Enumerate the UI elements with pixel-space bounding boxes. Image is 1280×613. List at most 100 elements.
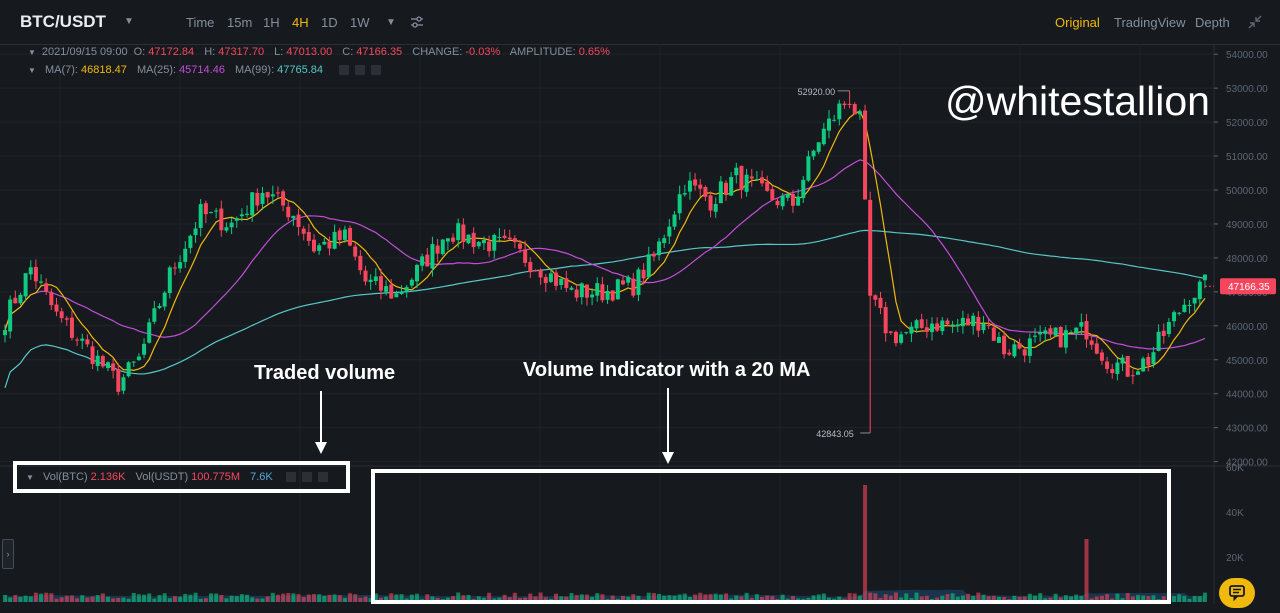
volume-bar (708, 594, 713, 602)
candle-body (435, 245, 440, 254)
collapse-icon[interactable] (1247, 14, 1263, 30)
volume-bar (507, 597, 512, 602)
volume-bar (579, 594, 584, 602)
gear-icon[interactable] (301, 472, 312, 483)
candle-body (23, 273, 28, 297)
candle-body (559, 278, 564, 285)
candle-body (981, 323, 986, 331)
candle-body (584, 284, 589, 298)
volume-bar (131, 592, 136, 602)
caret-down-icon[interactable]: ▼ (28, 48, 36, 57)
tab-1h[interactable]: 1H (263, 15, 280, 30)
candle-body (600, 284, 605, 301)
candle-body (971, 315, 976, 327)
candle-body (229, 222, 234, 228)
volume-bar (1105, 594, 1110, 602)
eye-icon[interactable] (285, 472, 296, 483)
candle-body (868, 199, 873, 296)
volume-bar (1125, 593, 1130, 602)
volume-bar (888, 595, 893, 602)
candle-body (420, 256, 425, 266)
volume-bar (528, 593, 533, 602)
ma99-label: MA(99): (235, 64, 275, 76)
volume-bar (554, 593, 559, 602)
volume-bar (976, 592, 981, 602)
candle-body (847, 103, 852, 105)
caret-down-icon[interactable]: ▼ (386, 17, 396, 28)
volume-bar (373, 593, 378, 602)
candle-body (471, 232, 476, 248)
candle-body (296, 214, 301, 228)
pair-title[interactable]: BTC/USDT (20, 12, 106, 31)
candle-body (796, 196, 801, 206)
volume-bar (69, 595, 74, 602)
vol-ma-value: 7.6K (250, 471, 273, 483)
volume-bar (667, 595, 672, 602)
candle-body (363, 270, 368, 282)
candle-body (816, 142, 821, 152)
candle-body (409, 279, 414, 286)
close-icon[interactable] (371, 65, 382, 76)
caret-down-icon[interactable]: ▼ (28, 66, 36, 75)
arrowhead-icon (315, 442, 327, 454)
tab-original[interactable]: Original (1055, 15, 1100, 30)
candle-body (940, 320, 945, 332)
candle-body (960, 317, 965, 327)
close-icon[interactable] (317, 472, 328, 483)
tab-time[interactable]: Time (186, 15, 215, 30)
volume-bar (497, 597, 502, 602)
candle-body (492, 235, 497, 251)
volume-bar (739, 596, 744, 602)
low-label: L: (274, 46, 284, 58)
volume-bar (188, 594, 193, 602)
caret-down-icon[interactable]: ▼ (26, 473, 34, 482)
volume-bar (3, 594, 7, 602)
ma7-label: MA(7): (44, 64, 78, 76)
tab-4h[interactable]: 4H (292, 15, 309, 30)
tab-1d[interactable]: 1D (321, 15, 338, 30)
volume-bar (13, 595, 18, 602)
candle-body (827, 118, 831, 131)
caret-down-icon[interactable]: ▼ (124, 16, 134, 27)
change-value: -0.03% (465, 46, 501, 58)
volume-bar (986, 596, 991, 602)
candle-body (986, 324, 991, 326)
candle-body (250, 192, 255, 216)
traded-volume-highlight-box (13, 461, 350, 493)
volume-bar (8, 597, 13, 602)
candle-body (440, 239, 445, 255)
candle-body (358, 255, 363, 271)
volume-bar (790, 596, 795, 602)
candle-body (214, 210, 219, 212)
volume-bar (234, 596, 239, 602)
expand-panel-handle[interactable]: › (2, 539, 14, 569)
candle-body (245, 213, 250, 215)
volume-bar (106, 596, 110, 602)
tab-1w[interactable]: 1W (350, 15, 370, 30)
candle-body (502, 235, 507, 238)
tab-depth[interactable]: Depth (1195, 15, 1230, 30)
ma-legend: ▼ MA(7): 46818.47 MA(25): 45714.46 MA(99):… (28, 64, 382, 76)
candle-body (518, 243, 522, 249)
candle-body (636, 269, 641, 295)
settings-sliders-icon[interactable] (410, 15, 424, 29)
volume-bar (687, 596, 692, 602)
candle-body (100, 356, 105, 367)
tab-15m[interactable]: 15m (227, 15, 253, 30)
eye-icon[interactable] (339, 65, 350, 76)
candle-body (167, 267, 172, 294)
volume-bar (1069, 596, 1074, 602)
candle-body (142, 343, 147, 355)
gear-icon[interactable] (355, 65, 366, 76)
candle-body (1177, 312, 1182, 314)
tab-tradingview[interactable]: TradingView (1114, 15, 1186, 30)
ma25-label: MA(25): (136, 64, 177, 76)
candle-body (306, 232, 311, 241)
candle-body (852, 104, 857, 115)
volume-bar (100, 593, 105, 602)
chat-icon[interactable] (1219, 578, 1255, 608)
candle-body (415, 264, 419, 282)
candle-body (327, 241, 332, 249)
volume-bar (1141, 595, 1146, 602)
